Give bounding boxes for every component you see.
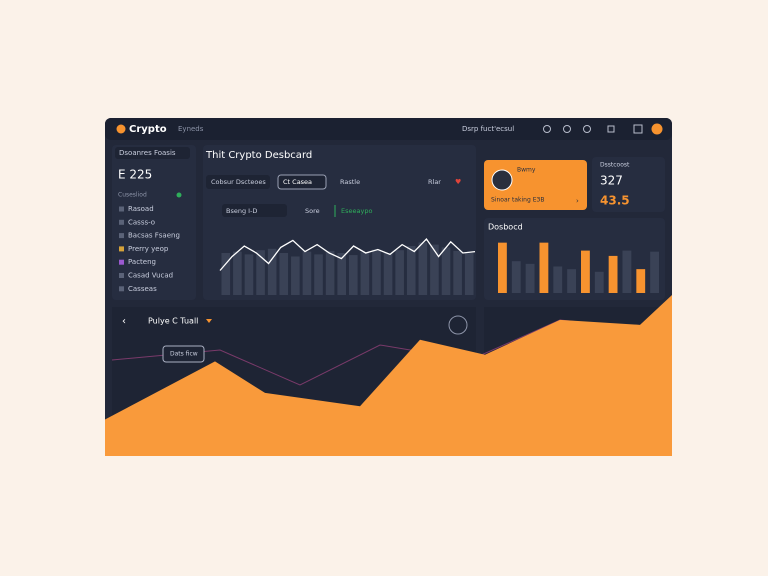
search-text: Dsoanres Foasis bbox=[119, 149, 176, 157]
balance: E 225 bbox=[118, 168, 152, 182]
bar bbox=[525, 263, 535, 293]
bar bbox=[553, 266, 563, 293]
stats-value: 327 bbox=[600, 174, 623, 188]
profile-photo bbox=[491, 169, 513, 191]
bar bbox=[498, 242, 507, 293]
menu-item[interactable]: Pacteng bbox=[128, 258, 156, 266]
tooltip-text: Dats ficw bbox=[170, 351, 198, 358]
status-dot bbox=[176, 192, 182, 198]
profile-caption: Sinoar taking ЕЗВ bbox=[491, 197, 544, 204]
bar bbox=[256, 250, 265, 295]
dropdown[interactable] bbox=[206, 319, 212, 323]
bar bbox=[325, 250, 335, 295]
icon[interactable] bbox=[563, 125, 571, 133]
section-label: Cusesliod bbox=[118, 192, 147, 199]
bar bbox=[430, 244, 439, 295]
side-chart-title: Dosbocd bbox=[488, 223, 523, 232]
sidebar bbox=[112, 145, 196, 300]
avatar[interactable] bbox=[651, 123, 663, 135]
bar bbox=[594, 271, 604, 293]
bar bbox=[406, 246, 416, 295]
bar bbox=[221, 253, 231, 295]
menu-item[interactable]: Bacsas Fsaeng bbox=[128, 232, 180, 240]
topbar bbox=[105, 118, 672, 140]
menu-item[interactable]: Prerry yeop bbox=[128, 245, 169, 253]
price-line bbox=[219, 237, 476, 271]
tab-active[interactable] bbox=[277, 174, 327, 190]
tooltip bbox=[162, 345, 205, 363]
stats-label: Dsstcoost bbox=[600, 162, 630, 169]
bar bbox=[314, 254, 323, 295]
area bbox=[105, 294, 672, 456]
bar bbox=[622, 250, 632, 293]
bar bbox=[372, 249, 381, 295]
bar bbox=[244, 254, 254, 295]
menu-item[interactable]: Casad Vucad bbox=[128, 272, 173, 280]
bar bbox=[337, 253, 346, 295]
menu-icon bbox=[119, 286, 124, 292]
round-button[interactable] bbox=[448, 315, 468, 335]
bar bbox=[383, 253, 393, 295]
back-button[interactable]: ‹ bbox=[122, 316, 126, 327]
bar bbox=[453, 250, 462, 295]
menu-icon bbox=[119, 206, 124, 212]
bar bbox=[418, 242, 428, 295]
bar bbox=[291, 256, 300, 295]
main-title: Thit Crypto Desbcard bbox=[205, 150, 312, 161]
tab[interactable] bbox=[206, 175, 270, 189]
icon[interactable] bbox=[583, 125, 591, 133]
filter[interactable]: Eseeaypo bbox=[341, 207, 372, 215]
arrow: › bbox=[576, 197, 579, 205]
bar bbox=[395, 250, 404, 295]
tab-label: Cobsur Dscteoes bbox=[211, 178, 266, 186]
tab-label[interactable]: Rlar bbox=[428, 178, 441, 186]
bar bbox=[441, 247, 451, 295]
bar bbox=[511, 261, 521, 293]
menu-item[interactable]: Casss-o bbox=[128, 218, 155, 226]
tab-label[interactable]: Rastle bbox=[340, 178, 360, 186]
bar bbox=[581, 250, 590, 293]
filter[interactable]: Sore bbox=[305, 207, 320, 215]
bar bbox=[539, 242, 549, 293]
menu-item[interactable]: Casseas bbox=[128, 285, 157, 293]
bar bbox=[267, 248, 277, 295]
bar bbox=[567, 269, 576, 293]
bar bbox=[349, 255, 358, 295]
bottom-title: Pulye C Tuall bbox=[148, 317, 198, 326]
menu-icon bbox=[119, 219, 124, 225]
menu-icon bbox=[119, 246, 124, 252]
logo bbox=[116, 124, 126, 134]
icon[interactable] bbox=[607, 125, 615, 133]
filter: Bseng I-D bbox=[226, 207, 257, 215]
bar bbox=[608, 255, 618, 293]
icon[interactable] bbox=[633, 124, 643, 134]
stats-value: 43.5 bbox=[600, 194, 630, 208]
menu-icon bbox=[119, 259, 124, 265]
nav-link[interactable]: Eyneds bbox=[178, 125, 204, 133]
profile-card[interactable] bbox=[484, 160, 587, 210]
tab-label: Ct Casea bbox=[283, 178, 312, 186]
bar bbox=[360, 252, 370, 295]
bar bbox=[464, 253, 474, 295]
stats-card bbox=[592, 157, 665, 212]
icon[interactable] bbox=[543, 125, 551, 133]
brand: Crypto bbox=[129, 124, 167, 135]
menu-icon bbox=[119, 273, 124, 278]
profile-name: Bwmy bbox=[517, 167, 536, 174]
menu-item[interactable]: Rasoad bbox=[128, 205, 154, 213]
menu-icon bbox=[119, 233, 124, 239]
search-box[interactable] bbox=[115, 147, 190, 159]
user-menu[interactable]: Dsrp fuct'ecsul bbox=[462, 125, 514, 133]
heart-icon: ♥ bbox=[455, 178, 461, 186]
bar bbox=[650, 251, 659, 293]
bar bbox=[636, 269, 646, 293]
filter-box[interactable] bbox=[222, 204, 287, 217]
bar bbox=[279, 253, 289, 295]
bar bbox=[233, 251, 242, 295]
bar bbox=[302, 251, 312, 295]
